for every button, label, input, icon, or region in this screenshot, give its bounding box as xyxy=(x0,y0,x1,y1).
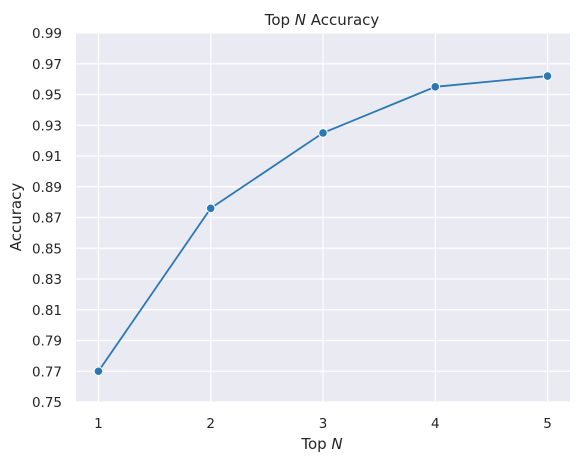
data-point xyxy=(542,71,553,81)
data-point xyxy=(205,203,216,214)
data-point xyxy=(318,128,328,138)
data-markers xyxy=(93,71,553,377)
y-tick-label: 0.99 xyxy=(32,26,62,42)
y-tick-label: 0.91 xyxy=(32,149,62,165)
y-axis-label: Accuracy xyxy=(7,183,25,252)
data-point xyxy=(93,366,104,377)
x-axis-label: Top N xyxy=(300,435,342,453)
x-tick-label: 4 xyxy=(431,416,440,432)
y-tick-label: 0.75 xyxy=(32,395,62,411)
chart-title: Top N Accuracy xyxy=(264,11,380,29)
y-tick-label: 0.87 xyxy=(32,211,62,227)
y-tick-label: 0.83 xyxy=(32,272,62,288)
y-tick-label: 0.89 xyxy=(32,180,62,196)
grid-lines xyxy=(76,32,570,403)
y-tick-label: 0.93 xyxy=(32,118,62,134)
data-point xyxy=(430,82,441,92)
x-tick-label: 3 xyxy=(319,416,328,432)
y-tick-label: 0.95 xyxy=(32,88,62,104)
x-axis-ticks: 1 2 3 4 5 xyxy=(94,416,552,432)
x-tick-label: 1 xyxy=(94,416,103,432)
y-tick-label: 0.85 xyxy=(32,241,62,257)
x-tick-label: 5 xyxy=(543,416,552,432)
y-tick-label: 0.97 xyxy=(32,57,62,73)
y-tick-label: 0.79 xyxy=(32,334,62,350)
y-axis-ticks: 0.75 0.77 0.79 0.81 0.83 0.85 0.87 0.89 0.91 0.93… xyxy=(32,26,62,411)
x-tick-label: 2 xyxy=(206,416,215,432)
y-tick-label: 0.77 xyxy=(32,364,62,380)
y-tick-label: 0.81 xyxy=(32,303,62,319)
